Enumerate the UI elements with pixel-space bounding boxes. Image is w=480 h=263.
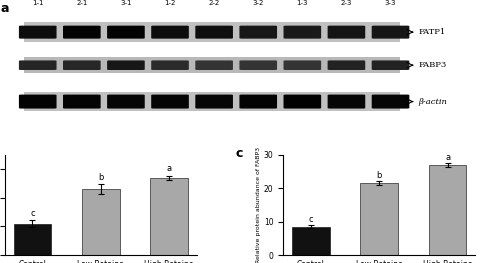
FancyBboxPatch shape [284, 95, 321, 109]
FancyBboxPatch shape [240, 60, 277, 70]
FancyBboxPatch shape [372, 60, 409, 70]
Text: a: a [0, 2, 9, 15]
Y-axis label: Relative protein abundance of FABP3: Relative protein abundance of FABP3 [256, 147, 261, 263]
FancyBboxPatch shape [19, 60, 57, 70]
FancyBboxPatch shape [240, 26, 277, 39]
Text: b: b [98, 173, 104, 182]
Text: b: b [376, 171, 382, 180]
Bar [82, 189, 120, 255]
FancyBboxPatch shape [24, 92, 400, 112]
Text: c: c [30, 209, 35, 218]
Bar [292, 227, 330, 255]
FancyBboxPatch shape [24, 58, 400, 73]
Text: 3-1: 3-1 [120, 0, 132, 6]
Text: 3-3: 3-3 [385, 0, 396, 6]
FancyBboxPatch shape [63, 95, 101, 109]
FancyBboxPatch shape [328, 26, 365, 39]
FancyBboxPatch shape [63, 26, 101, 39]
FancyBboxPatch shape [19, 26, 57, 39]
FancyBboxPatch shape [195, 95, 233, 109]
Text: 1-2: 1-2 [164, 0, 176, 6]
FancyBboxPatch shape [284, 26, 321, 39]
Text: c: c [309, 215, 313, 224]
Text: 2-3: 2-3 [341, 0, 352, 6]
Text: c: c [235, 147, 242, 160]
FancyBboxPatch shape [240, 95, 277, 109]
FancyBboxPatch shape [107, 60, 145, 70]
FancyBboxPatch shape [24, 22, 400, 42]
FancyBboxPatch shape [328, 60, 365, 70]
FancyBboxPatch shape [19, 95, 57, 109]
FancyBboxPatch shape [372, 95, 409, 109]
Bar [360, 183, 398, 255]
Text: 2-1: 2-1 [76, 0, 87, 6]
Bar [429, 165, 467, 255]
Bar [13, 224, 51, 255]
Text: a: a [445, 153, 450, 161]
Text: 2-2: 2-2 [208, 0, 220, 6]
FancyBboxPatch shape [107, 95, 145, 109]
FancyBboxPatch shape [372, 26, 409, 39]
FancyBboxPatch shape [328, 95, 365, 109]
FancyBboxPatch shape [63, 60, 101, 70]
Text: FATP1: FATP1 [419, 28, 446, 36]
Text: a: a [167, 164, 172, 173]
FancyBboxPatch shape [107, 26, 145, 39]
FancyBboxPatch shape [151, 26, 189, 39]
Text: FABP3: FABP3 [419, 61, 447, 69]
Text: 3-2: 3-2 [252, 0, 264, 6]
FancyBboxPatch shape [195, 26, 233, 39]
FancyBboxPatch shape [195, 60, 233, 70]
Text: 1-1: 1-1 [32, 0, 44, 6]
FancyBboxPatch shape [284, 60, 321, 70]
Bar [150, 178, 188, 255]
Text: 1-3: 1-3 [297, 0, 308, 6]
FancyBboxPatch shape [151, 60, 189, 70]
FancyBboxPatch shape [151, 95, 189, 109]
Text: β-actin: β-actin [419, 98, 448, 105]
